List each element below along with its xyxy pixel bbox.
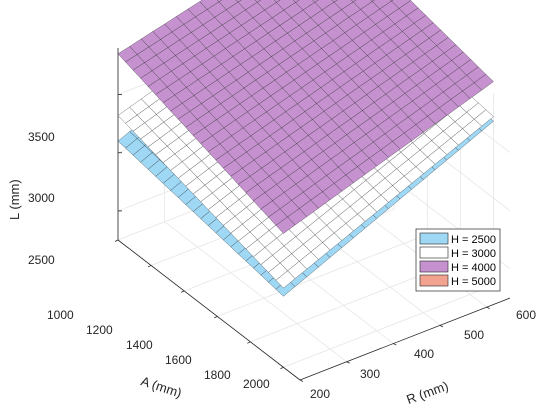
y-tick-label: 400 [414, 347, 434, 361]
surface-patch [312, 0, 319, 3]
y-tick-label: 300 [360, 367, 380, 381]
surface-patch [351, 0, 357, 3]
surface-patch [292, 0, 300, 3]
x-tick-label: 1400 [126, 338, 153, 352]
x-tick-mark [214, 316, 218, 319]
z-axis-ticks: 2500 3000 3500 [28, 130, 55, 267]
surface-patch [474, 74, 494, 91]
y-tick-mark [486, 306, 490, 309]
y-tick-label: 500 [464, 328, 484, 342]
x-axis-label: A (mm) [139, 373, 183, 400]
surface-patch [216, 0, 223, 3]
surface-patch [273, 0, 281, 3]
z-tick-label: 3500 [28, 130, 55, 144]
legend-label: H = 2500 [451, 234, 496, 246]
grid-line [217, 233, 428, 317]
surfaces [117, 0, 494, 297]
x-axis-line [117, 239, 301, 381]
y-tick-mark [299, 379, 304, 382]
x-tick-mark [147, 265, 152, 268]
legend-label: H = 3000 [451, 248, 496, 260]
legend-swatch [419, 246, 449, 259]
x-tick-label: 1200 [86, 323, 113, 337]
x-axis-ticks: 1000 1200 1400 1600 1800 2000 [47, 308, 270, 391]
surface-patch [331, 0, 338, 3]
y-axis-label: R (mm) [404, 378, 450, 407]
legend-label: H = 4000 [451, 262, 496, 274]
x-tick-mark [247, 341, 251, 344]
grid-line [283, 284, 494, 368]
surface-patch [474, 109, 494, 127]
x-tick-label: 1600 [165, 353, 192, 367]
x-tick-mark [280, 366, 284, 370]
surface-2 [117, 0, 494, 234]
legend-swatch [419, 274, 449, 287]
legend: H = 2500 H = 3000 H = 4000 H = 5000 [415, 228, 501, 292]
x-tick-mark [114, 239, 119, 242]
z-axis-label: L (mm) [7, 179, 22, 220]
grid-line [164, 221, 347, 363]
y-tick-mark [393, 343, 397, 346]
y-tick-label: 600 [516, 308, 536, 322]
y-tick-mark [346, 361, 350, 364]
z-tick-label: 2500 [28, 253, 55, 267]
y-tick-mark [439, 324, 444, 328]
x-tick-label: 1000 [47, 308, 74, 322]
axis-lines [114, 48, 511, 382]
y-axis-ticks: 200 300 400 500 600 [310, 308, 536, 401]
legend-swatch [419, 232, 449, 245]
surface-patch [254, 0, 262, 3]
legend-swatch [419, 260, 449, 273]
z-tick-label: 3000 [28, 191, 55, 205]
surface-patch [370, 0, 375, 2]
y-axis-line [299, 297, 511, 381]
x-tick-label: 2000 [243, 377, 270, 391]
x-tick-mark [181, 290, 185, 293]
x-tick-label: 1800 [204, 368, 231, 382]
legend-label: H = 5000 [451, 276, 496, 288]
y-tick-label: 200 [310, 387, 330, 401]
surface-patch [235, 0, 242, 3]
